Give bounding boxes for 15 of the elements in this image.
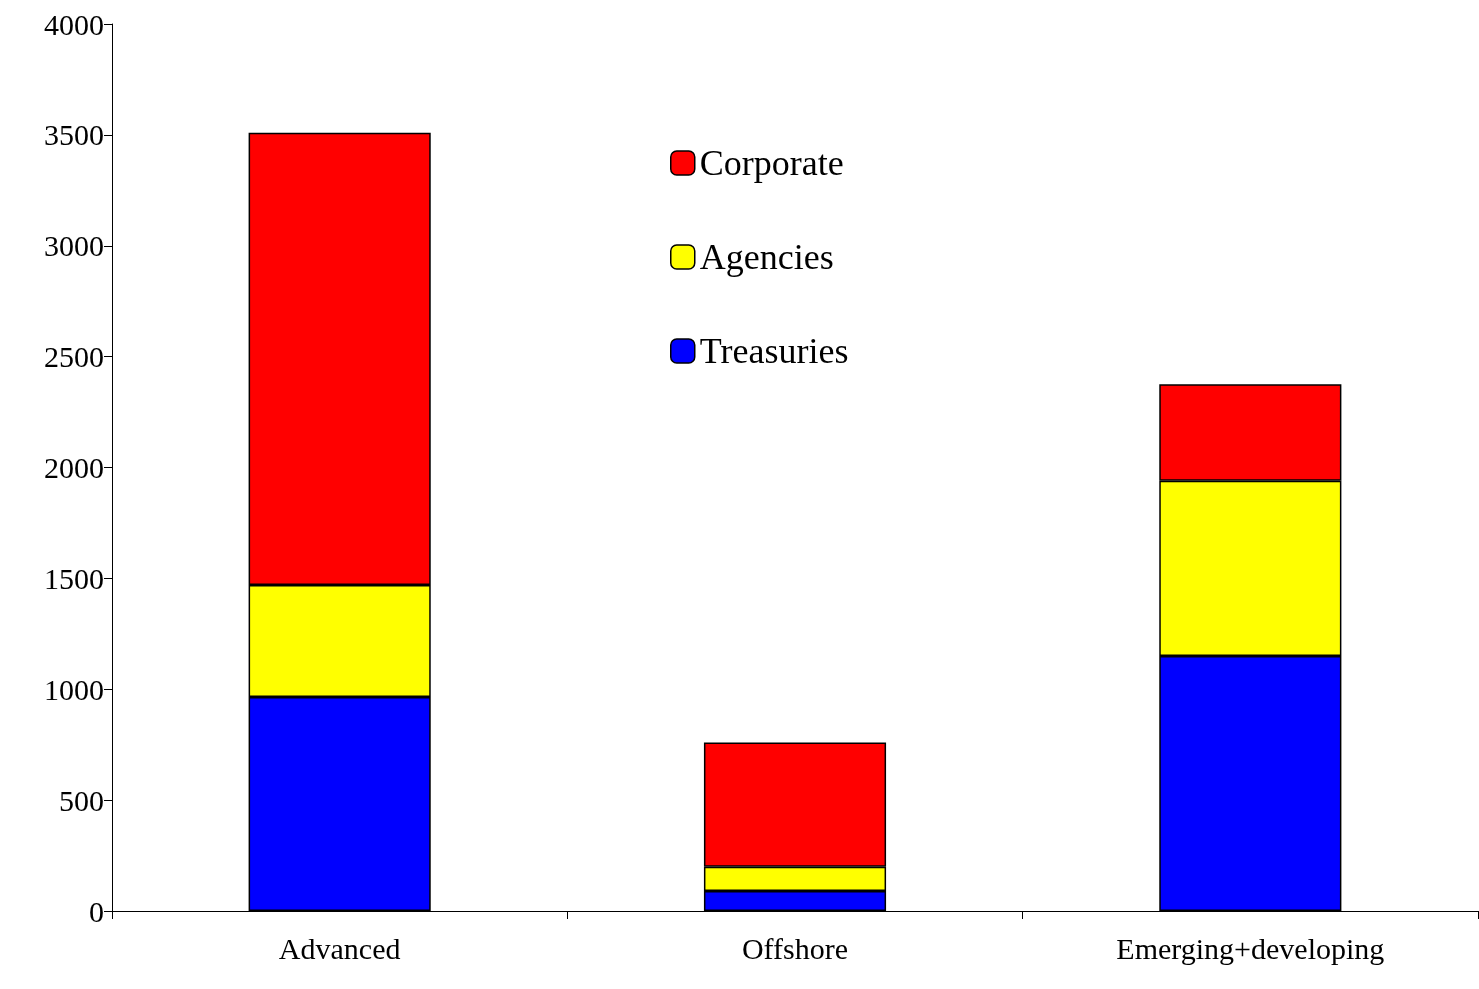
y-tick-label: 500 [59,783,104,817]
y-tick-label: 2000 [44,451,104,484]
y-tick-label: 2500 [44,340,104,374]
y-tick-label: 1000 [44,672,104,706]
y-tick-label: 1500 [44,561,104,595]
y-tick-label: 0 [89,894,104,928]
legend-label: Treasuries [699,331,849,371]
x-tick-label: Advanced [278,931,401,965]
y-tick-label: 3000 [44,229,104,263]
y-tick-label: 4000 [44,7,104,41]
y-tick-label: 3500 [44,118,104,152]
x-tick-label: Offshore [741,931,849,965]
legend-label: Agencies [699,237,834,277]
legend-label: Corporate [699,143,844,183]
x-tick-label: Emerging+developing [1116,931,1385,965]
